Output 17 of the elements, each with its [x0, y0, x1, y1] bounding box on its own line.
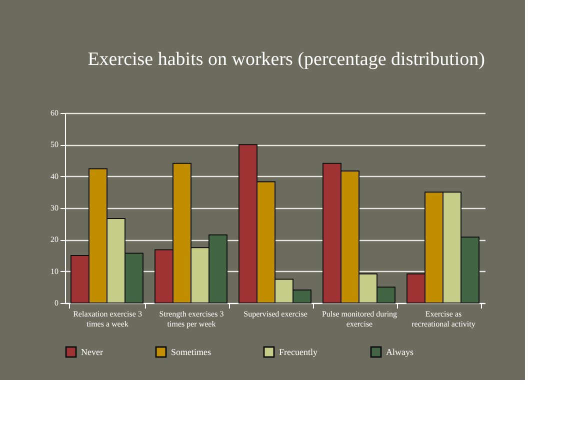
legend-label: Always — [386, 347, 414, 357]
y-tick-label: 30 — [50, 204, 58, 212]
y-tick-label: 0 — [54, 298, 58, 308]
x-tick-label: Exercise as recreational activity — [412, 310, 476, 328]
y-tick-label: 40 — [50, 172, 58, 181]
legend-label: Never — [81, 347, 103, 357]
x-tick-label: Supervised exercise — [244, 310, 308, 318]
y-tick-label: 10 — [50, 266, 58, 276]
chart-title: Exercise habits on workers (percentage distribution) — [88, 49, 485, 70]
y-tick-label: 20 — [50, 235, 58, 244]
legend-label: Sometimes — [171, 347, 212, 357]
x-tick-label: Strength exercises 3 times per week — [159, 310, 224, 328]
x-tick-label: Pulse monitored during exercise — [322, 310, 398, 328]
y-tick-label: 60 — [50, 108, 58, 118]
legend-label: Frecuently — [279, 347, 318, 357]
x-tick-label: Relaxation exercise 3 times a week — [73, 310, 142, 328]
y-tick-label: 50 — [50, 140, 58, 150]
